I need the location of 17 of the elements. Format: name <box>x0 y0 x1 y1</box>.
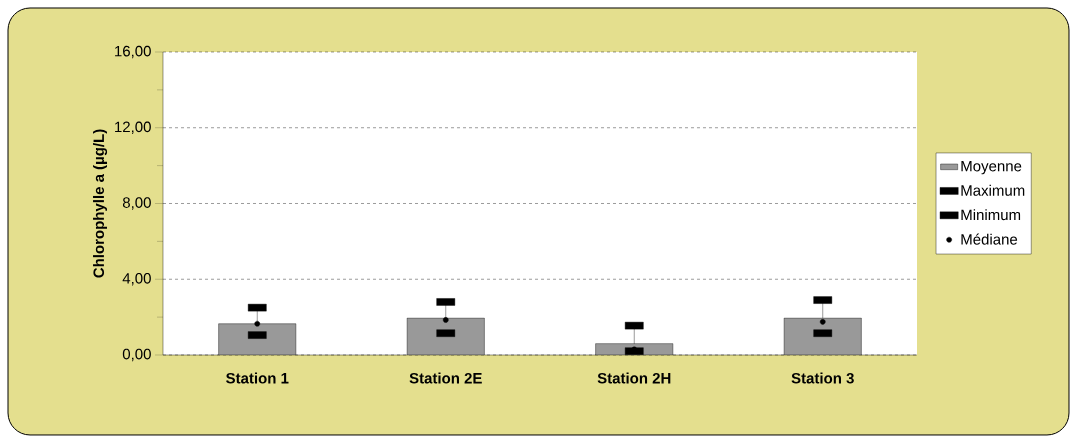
y-tick-label: 16,00 <box>115 45 151 59</box>
y-tick-label: 8,00 <box>122 197 151 210</box>
legend-label: Moyenne <box>961 160 1022 175</box>
y-tick-label: 12,00 <box>115 121 151 134</box>
legend-label: Médiane <box>961 233 1018 245</box>
x-tick-label: Station 1 <box>226 372 289 384</box>
legend-label: Maximum <box>961 184 1025 196</box>
legend-label: Minimum <box>961 209 1021 221</box>
x-tick-label: Station 2E <box>409 372 482 384</box>
point <box>254 320 261 327</box>
point <box>819 319 826 325</box>
point <box>442 317 449 323</box>
y-axis-title: Chlorophylle a (µg/L) <box>93 129 108 278</box>
x-tick-label: Station 2H <box>597 372 671 384</box>
y-tick-label: 4,00 <box>122 273 151 286</box>
x-tick-label: Station 3 <box>791 372 854 384</box>
y-tick-label: 0,00 <box>122 348 151 362</box>
